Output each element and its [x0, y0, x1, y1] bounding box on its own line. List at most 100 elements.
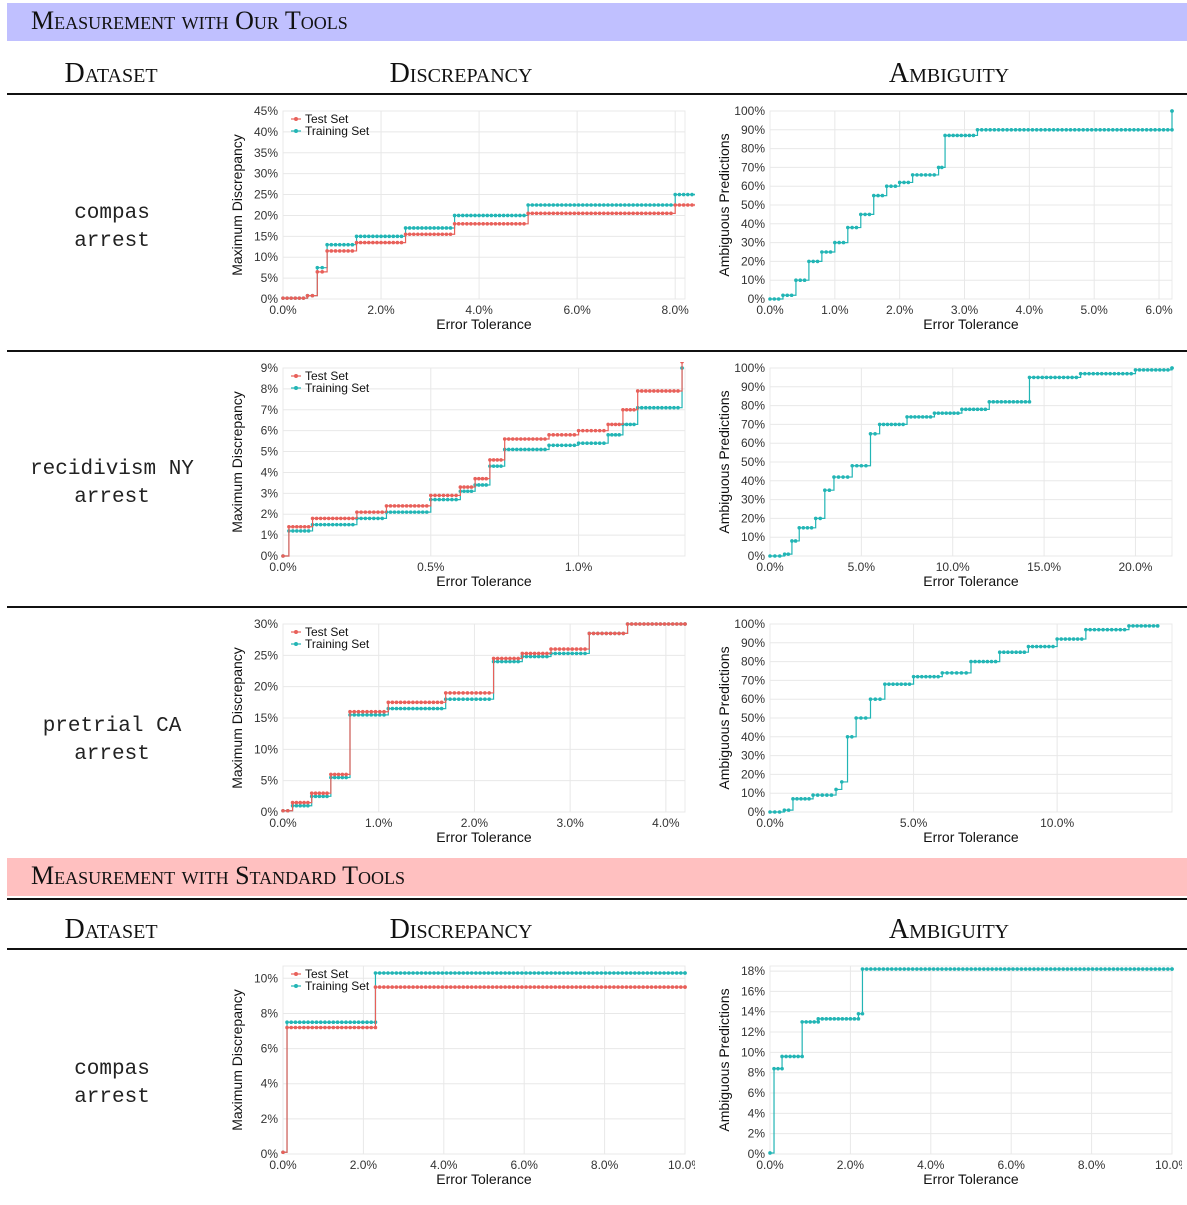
data-point — [465, 222, 469, 226]
data-point — [424, 504, 429, 508]
data-point — [297, 1020, 302, 1025]
data-point — [601, 203, 606, 207]
data-point — [650, 622, 654, 626]
data-point — [313, 794, 318, 799]
data-point — [371, 234, 375, 239]
data-point — [310, 516, 315, 521]
data-point — [1170, 967, 1174, 971]
data-point — [1127, 128, 1132, 132]
x-tick-label: 0.0% — [269, 303, 297, 317]
data-point — [1132, 128, 1136, 132]
data-point — [1068, 128, 1073, 132]
data-point — [676, 405, 680, 410]
data-point — [1040, 967, 1045, 971]
data-point — [306, 1020, 310, 1025]
data-point — [461, 697, 465, 701]
data-point — [610, 211, 614, 216]
data-point — [956, 967, 961, 971]
data-point — [310, 293, 315, 298]
x-tick-label: 8.0% — [662, 303, 690, 317]
data-point — [1110, 128, 1115, 132]
data-point — [561, 647, 566, 651]
data-point — [315, 265, 320, 270]
data-point — [641, 985, 645, 989]
data-point — [540, 651, 545, 656]
data-point — [336, 772, 341, 777]
data-point — [864, 967, 869, 971]
y-tick-label: 20% — [741, 767, 765, 781]
data-point — [613, 631, 617, 636]
data-point — [624, 422, 629, 427]
data-point — [478, 985, 482, 989]
data-point — [317, 791, 322, 795]
data-point — [906, 967, 911, 971]
data-point — [981, 659, 986, 664]
legend-label: Training Set — [305, 637, 370, 651]
data-point — [681, 192, 686, 197]
data-point — [342, 242, 346, 247]
data-point — [361, 1020, 365, 1025]
data-point — [570, 651, 575, 656]
data-point — [478, 691, 483, 695]
data-point — [508, 656, 512, 661]
data-point — [342, 249, 346, 253]
data-point — [298, 524, 303, 529]
data-point — [923, 173, 928, 177]
data-point — [1060, 128, 1064, 132]
data-point — [660, 405, 664, 410]
data-point — [669, 211, 673, 216]
data-point — [522, 213, 526, 218]
data-point — [940, 411, 945, 415]
data-point — [600, 631, 604, 636]
data-point — [501, 213, 506, 218]
data-point — [1106, 128, 1111, 132]
data-point — [543, 203, 547, 207]
data-point — [363, 516, 368, 521]
data-point — [1078, 371, 1083, 376]
data-point — [551, 211, 556, 216]
data-point — [586, 971, 591, 975]
data-point — [555, 443, 560, 448]
x-axis-label: Error Tolerance — [923, 829, 1019, 845]
data-point — [632, 422, 636, 427]
data-point — [561, 985, 566, 989]
data-point — [506, 437, 511, 441]
data-point — [951, 133, 955, 138]
chart-ambiguity-recidivism-ours: 0% 10% 20% 30% 40% 50% 60% 70% 80% 90% 100% 0.0% 5.0… — [716, 362, 1174, 589]
data-point — [1079, 637, 1084, 641]
data-point — [1158, 368, 1162, 372]
data-point — [585, 203, 589, 207]
data-point — [293, 1020, 298, 1025]
data-point — [893, 184, 898, 188]
data-point — [1109, 627, 1114, 632]
data-point — [411, 706, 415, 711]
data-point — [325, 242, 329, 247]
data-point — [780, 1054, 784, 1059]
data-point — [1043, 644, 1047, 649]
data-point — [511, 971, 516, 975]
data-point — [452, 697, 457, 701]
data-point — [281, 296, 285, 300]
data-point — [1094, 128, 1098, 132]
y-axis-label: Maximum Discrepancy — [229, 647, 245, 789]
divider — [7, 93, 1187, 95]
data-point — [348, 1025, 352, 1030]
data-point — [1017, 128, 1022, 132]
data-point — [493, 222, 498, 226]
data-point — [897, 422, 902, 427]
data-point — [1099, 967, 1103, 971]
data-point — [606, 203, 610, 207]
data-point — [437, 497, 442, 502]
chart-discrepancy-recidivism-ours: 0% 1% 2% 3% 4% 5% 6% 7% 8% 9% 0.0% 0.5% 1.0% Error To… — [229, 362, 686, 589]
data-point — [420, 504, 425, 508]
data-point — [530, 211, 535, 216]
y-axis-label: Maximum Discrepancy — [229, 391, 245, 533]
data-point — [559, 433, 564, 437]
data-point — [805, 526, 810, 530]
data-point — [627, 211, 631, 216]
data-point — [604, 631, 609, 636]
data-point — [1141, 368, 1146, 372]
data-point — [613, 433, 618, 437]
data-point — [346, 242, 350, 247]
data-point — [1101, 627, 1105, 632]
